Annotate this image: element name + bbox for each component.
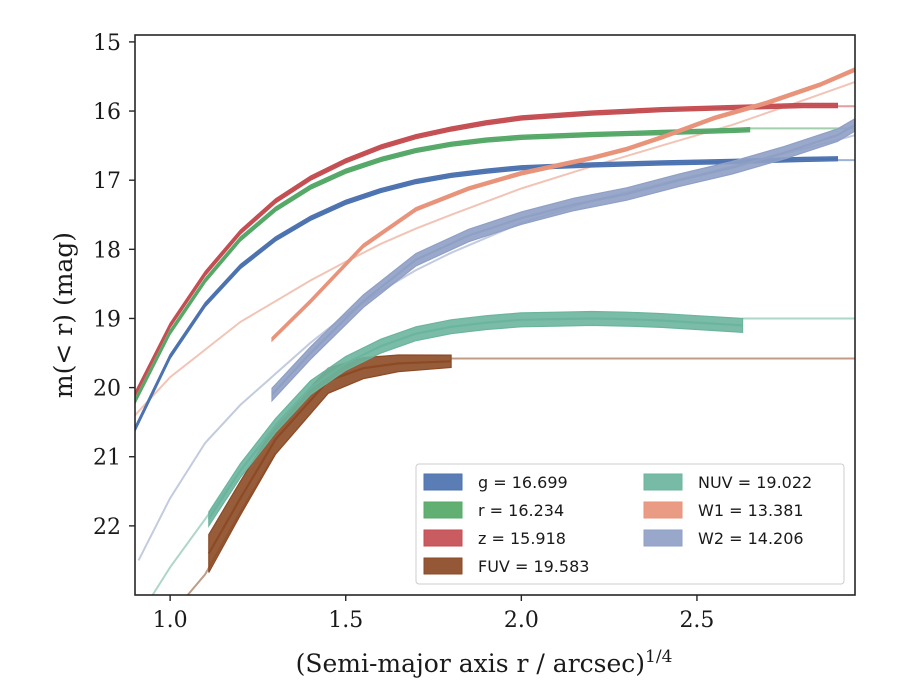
series-g <box>135 156 855 432</box>
y-axis-label: m(< r) (mag) <box>49 232 78 398</box>
x-tick-label: 2.5 <box>679 608 714 633</box>
y-tick-label: 17 <box>93 169 121 194</box>
y-tick-label: 16 <box>93 100 121 125</box>
band-g <box>135 156 838 432</box>
line-w1 <box>271 68 855 340</box>
y-tick-label: 22 <box>93 515 121 540</box>
series-nuv <box>207 310 855 528</box>
series-layer <box>135 67 855 573</box>
legend-box <box>415 463 845 585</box>
legend-swatch <box>423 557 463 575</box>
band-z <box>135 102 838 397</box>
line-nuv <box>207 317 743 520</box>
x-tick-label: 2.0 <box>504 608 539 633</box>
band-w2 <box>271 118 855 403</box>
legend-swatch <box>643 473 683 491</box>
legend: g = 16.699 r = 16.234 z = 15.918 FUV = 19.5… <box>415 463 845 585</box>
plot-frame <box>134 34 856 596</box>
series-w1 <box>271 67 855 343</box>
line-z <box>135 104 838 395</box>
y-tick-label: 18 <box>93 238 121 263</box>
band-r <box>135 126 751 404</box>
legend-swatch <box>643 529 683 547</box>
legend-swatch <box>643 501 683 519</box>
legend-label: W2 = 14.206 <box>698 529 804 548</box>
y-tick-label: 15 <box>93 31 121 56</box>
y-axis-ticks: 15 16 17 18 19 20 21 22 <box>93 31 135 540</box>
band-w1 <box>271 67 855 343</box>
legend-label: g = 16.699 <box>478 473 568 492</box>
y-tick-label: 20 <box>93 377 121 402</box>
x-tick-label: 1.0 <box>153 608 188 633</box>
series-z <box>135 102 855 397</box>
line-r <box>135 128 750 402</box>
y-tick-label: 19 <box>93 307 121 332</box>
x-axis-label: (Semi-major axis r / arcsec)1/4 <box>296 647 673 678</box>
legend-label: FUV = 19.583 <box>478 557 589 576</box>
legend-swatch <box>423 473 463 491</box>
x-axis-ticks: 1.0 1.5 2.0 2.5 <box>153 595 714 633</box>
y-tick-label: 21 <box>93 446 121 471</box>
legend-swatch <box>423 501 463 519</box>
faint-curve-0 <box>135 81 855 416</box>
line-g <box>135 157 838 430</box>
legend-label: r = 16.234 <box>478 501 564 520</box>
legend-label: z = 15.918 <box>478 529 566 548</box>
legend-label: NUV = 19.022 <box>698 473 812 492</box>
legend-label: W1 = 13.381 <box>698 501 804 520</box>
series-w2 <box>271 118 855 403</box>
x-tick-label: 1.5 <box>328 608 363 633</box>
legend-swatch <box>423 529 463 547</box>
line-w2 <box>271 123 855 396</box>
